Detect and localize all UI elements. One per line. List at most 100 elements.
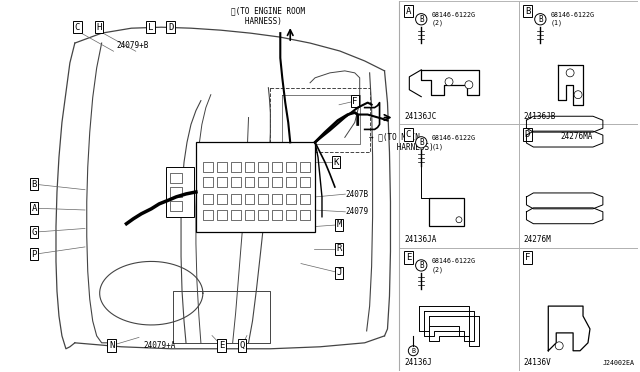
Text: B: B (31, 180, 37, 189)
Text: Q: Q (239, 341, 244, 350)
Text: (2): (2) (431, 20, 443, 26)
Text: D: D (168, 23, 173, 32)
Bar (286, 162, 296, 172)
Bar (217, 177, 227, 187)
Bar (203, 162, 213, 172)
Text: 24079+B: 24079+B (116, 41, 149, 50)
Bar (230, 162, 241, 172)
Bar (273, 210, 282, 220)
Text: 08146-6122G: 08146-6122G (550, 12, 595, 18)
Text: E: E (406, 253, 411, 262)
Bar (196, 142, 315, 232)
Circle shape (456, 217, 462, 223)
Text: 08146-6122G: 08146-6122G (431, 135, 475, 141)
Bar (286, 177, 296, 187)
Text: P: P (31, 250, 37, 259)
Bar (203, 210, 213, 220)
Bar (230, 177, 241, 187)
Bar (429, 198, 464, 226)
Text: C: C (406, 130, 411, 139)
Bar (300, 194, 310, 204)
Text: 24136JC: 24136JC (404, 112, 436, 121)
Bar (300, 210, 310, 220)
Bar (300, 162, 310, 172)
Text: F: F (525, 253, 530, 262)
Bar (230, 210, 241, 220)
Circle shape (574, 91, 582, 99)
Bar (518, 125, 637, 247)
Bar (217, 210, 227, 220)
Bar (203, 194, 213, 204)
Bar (273, 162, 282, 172)
Text: Ⓒ(TO ENGINE ROOM
   HARNESS): Ⓒ(TO ENGINE ROOM HARNESS) (231, 6, 305, 26)
Bar (166, 167, 194, 217)
Circle shape (556, 342, 563, 350)
Text: C: C (75, 23, 80, 32)
Bar (170, 201, 182, 211)
Bar (259, 210, 268, 220)
Bar (286, 210, 296, 220)
Bar (286, 194, 296, 204)
Circle shape (408, 346, 419, 356)
Bar (259, 194, 268, 204)
Text: B: B (419, 261, 424, 270)
Bar (273, 194, 282, 204)
Text: 24276M: 24276M (524, 235, 551, 244)
Bar (217, 194, 227, 204)
Text: J: J (337, 268, 342, 277)
Bar (273, 177, 282, 187)
Text: 2407B: 2407B (346, 190, 369, 199)
Text: 24136JB: 24136JB (524, 112, 556, 121)
Text: B: B (525, 7, 530, 16)
Text: 24136V: 24136V (524, 358, 551, 367)
Text: (1): (1) (550, 20, 563, 26)
Circle shape (445, 78, 453, 86)
Bar (518, 1, 637, 125)
Bar (259, 177, 268, 187)
Bar (300, 177, 310, 187)
Text: A: A (406, 7, 411, 16)
Text: M: M (337, 220, 342, 229)
Text: 24136JA: 24136JA (404, 235, 436, 244)
Text: B: B (419, 15, 424, 24)
Text: 24136J: 24136J (404, 358, 432, 367)
Text: L: L (148, 23, 153, 32)
Bar (259, 162, 268, 172)
Text: F: F (352, 97, 358, 106)
Text: J24002EA: J24002EA (603, 360, 635, 366)
Text: 08146-6122G: 08146-6122G (431, 259, 475, 264)
Text: H: H (96, 23, 102, 32)
Bar (170, 187, 182, 197)
Text: (2): (2) (431, 266, 443, 273)
Text: N: N (109, 341, 115, 350)
Text: B: B (538, 15, 543, 24)
Text: R: R (337, 244, 342, 253)
Bar (399, 247, 518, 371)
Bar (244, 194, 255, 204)
Circle shape (465, 81, 473, 89)
Bar (203, 177, 213, 187)
Text: B: B (419, 138, 424, 147)
Text: D: D (525, 130, 530, 139)
Text: K: K (333, 157, 339, 167)
Text: G: G (31, 228, 37, 237)
Bar (399, 125, 518, 247)
Text: 24079: 24079 (346, 207, 369, 217)
Bar (244, 210, 255, 220)
Bar (170, 173, 182, 183)
Bar (217, 162, 227, 172)
Text: A: A (31, 203, 37, 213)
Text: 24079+A: 24079+A (143, 341, 176, 350)
Bar (230, 194, 241, 204)
Text: (1): (1) (431, 143, 443, 150)
Bar (244, 177, 255, 187)
Text: → Ⓒ(TO MAIN
      HARNESS): → Ⓒ(TO MAIN HARNESS) (369, 133, 434, 152)
Text: B: B (412, 348, 415, 354)
Bar (399, 1, 518, 125)
Text: E: E (219, 341, 224, 350)
Text: 24276MA: 24276MA (560, 132, 593, 141)
Bar (518, 247, 637, 371)
Circle shape (566, 69, 574, 77)
Bar (244, 162, 255, 172)
Text: 08146-6122G: 08146-6122G (431, 12, 475, 18)
